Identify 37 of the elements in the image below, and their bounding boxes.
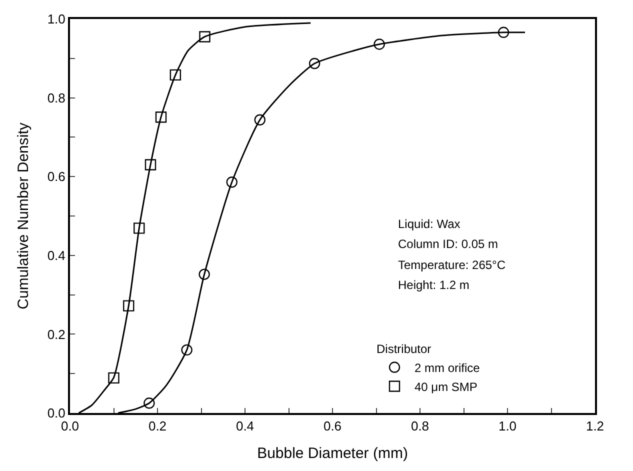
x-tick-label: 0.2 [148, 418, 167, 434]
x-tick-label: 1.0 [498, 418, 517, 434]
point [144, 398, 155, 409]
y-tick-label: 0.2 [47, 326, 66, 342]
y-tick-label: 0.6 [47, 169, 66, 184]
x-tick-label: 0.8 [410, 418, 430, 434]
point [181, 344, 192, 356]
x-tick-label: 1.2 [586, 418, 604, 434]
x-tick-label: 0.0 [60, 418, 80, 434]
point [170, 69, 182, 81]
point [199, 31, 210, 42]
point [134, 222, 145, 234]
legend-label: 40 μm SMP [414, 380, 478, 394]
point [155, 112, 167, 123]
point [374, 38, 385, 50]
legend-label: 2 mm orifice [414, 360, 480, 375]
y-axis-title: Cumulative Number Density [15, 122, 32, 310]
point [226, 176, 238, 188]
annotation: Liquid: Wax [398, 217, 460, 231]
y-tick-label: 0.4 [47, 248, 66, 263]
x-axis-title: Bubble Diameter (mm) [257, 445, 408, 462]
y-tick-label: 1.0 [47, 12, 66, 27]
point [254, 114, 266, 126]
annotation: Temperature: 265°C [398, 258, 506, 272]
y-tick-label: 0.0 [47, 406, 66, 421]
annotation: Height: 1.2 m [398, 278, 470, 292]
legend-title: Distributor [376, 342, 432, 356]
x-tick-label: 0.6 [323, 418, 342, 434]
point [498, 26, 510, 38]
point [198, 268, 210, 280]
x-tick-label: 0.4 [236, 418, 254, 434]
y-tick-label: 0.8 [47, 90, 66, 106]
point [123, 300, 134, 312]
point [308, 58, 320, 70]
point [108, 372, 120, 384]
point [144, 159, 156, 170]
annotation: Column ID: 0.05 m [398, 237, 498, 251]
